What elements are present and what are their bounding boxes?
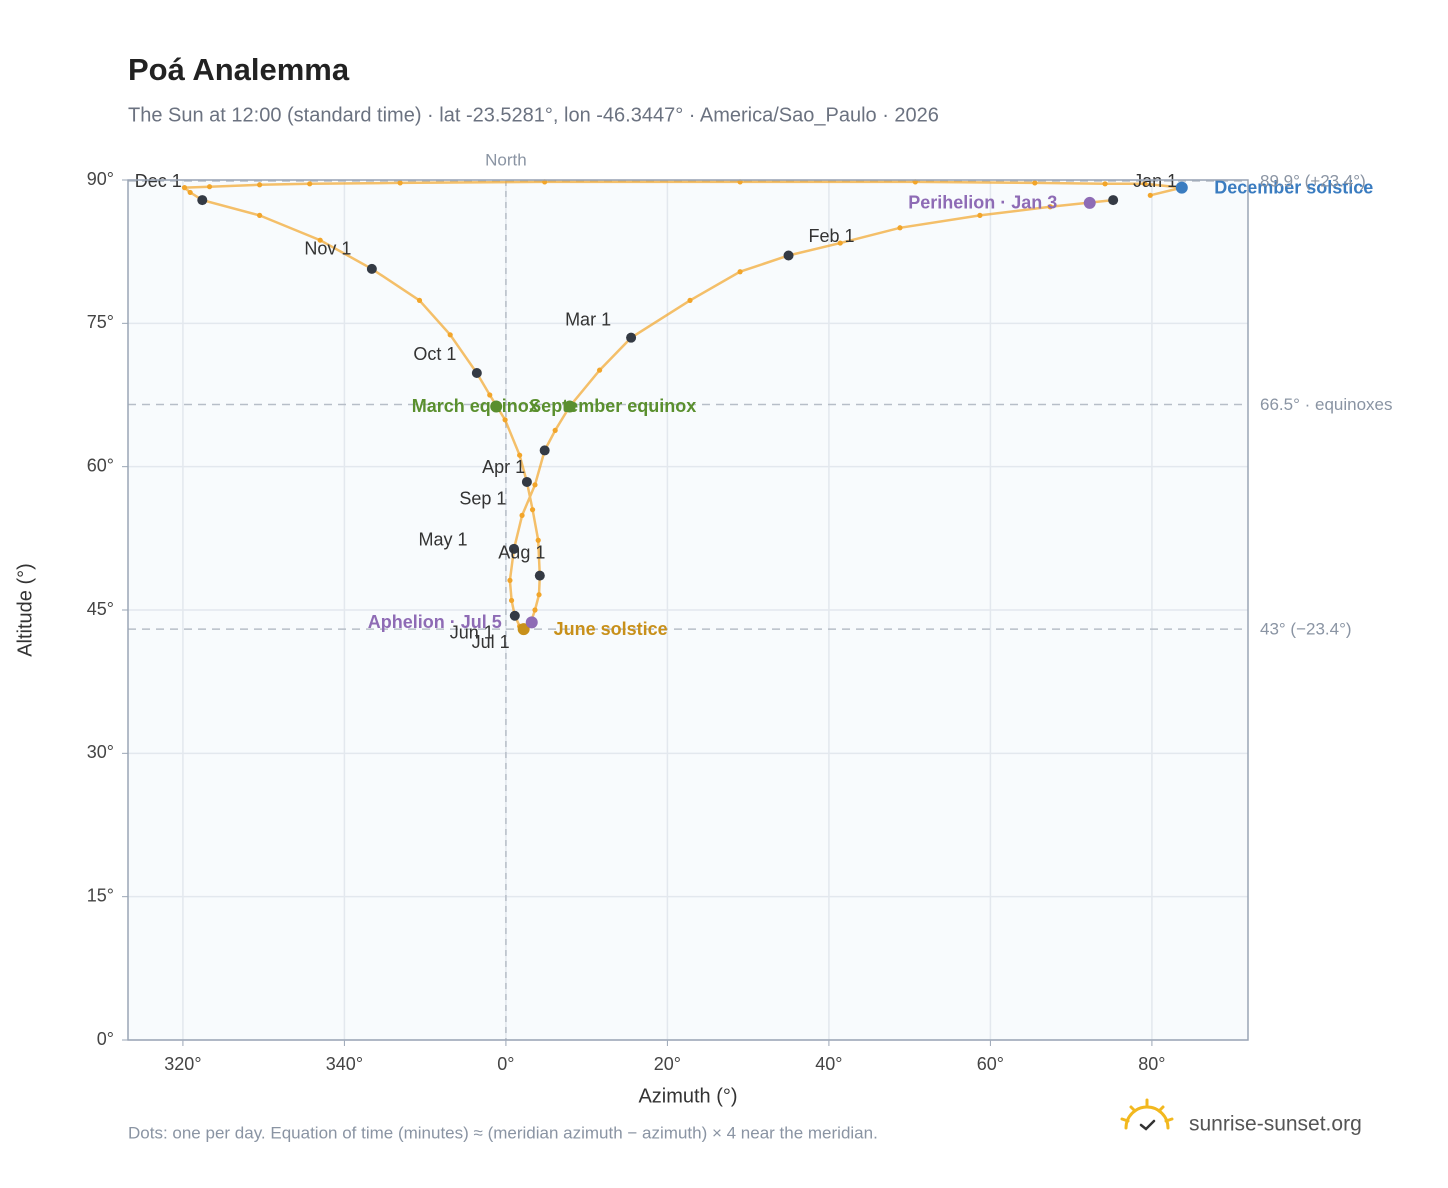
day-dot bbox=[502, 417, 508, 423]
day-dot bbox=[897, 225, 903, 231]
month-label: Mar 1 bbox=[565, 309, 611, 329]
month-label: Sep 1 bbox=[459, 489, 506, 509]
month-label: Jun 1 bbox=[450, 622, 494, 642]
month-marker bbox=[521, 476, 532, 487]
y-tick-label: 45° bbox=[87, 599, 114, 619]
month-marker bbox=[539, 445, 550, 456]
day-dot bbox=[487, 392, 493, 398]
y-tick-label: 0° bbox=[97, 1029, 114, 1049]
x-tick-label: 320° bbox=[164, 1054, 201, 1074]
brand-logo bbox=[1120, 1098, 1174, 1131]
month-marker bbox=[508, 543, 519, 554]
event-label: September equinox bbox=[529, 396, 696, 416]
month-label: Jul 1 bbox=[472, 632, 510, 652]
x-tick-label: 340° bbox=[326, 1054, 363, 1074]
day-dot bbox=[206, 184, 213, 190]
day-dot bbox=[317, 237, 323, 243]
y-tick-label: 90° bbox=[87, 169, 114, 189]
month-marker bbox=[471, 368, 482, 379]
month-label: Oct 1 bbox=[413, 344, 456, 364]
day-dot bbox=[507, 577, 513, 583]
event-label: March equinox bbox=[412, 396, 539, 416]
x-tick-label: 60° bbox=[977, 1054, 1004, 1074]
day-dot bbox=[529, 507, 536, 513]
chart-title: Poá Analemma bbox=[128, 52, 350, 87]
day-dot bbox=[535, 537, 541, 543]
day-dot bbox=[737, 269, 743, 275]
reference-label: 66.5° · equinoxes bbox=[1260, 395, 1393, 414]
day-dot bbox=[397, 180, 403, 186]
y-axis-label: Altitude (°) bbox=[14, 563, 36, 657]
day-dot bbox=[1147, 192, 1153, 198]
event-label: Perihelion · Jan 3 bbox=[908, 193, 1057, 213]
reference-label: 89.9° (+23.4°) bbox=[1260, 171, 1366, 190]
day-dot bbox=[181, 185, 188, 191]
day-dot bbox=[552, 427, 558, 433]
footnote: Dots: one per day. Equation of time (min… bbox=[128, 1123, 878, 1142]
y-tick-label: 15° bbox=[87, 885, 114, 905]
day-dot bbox=[416, 297, 423, 303]
event-label: Aphelion · Jul 5 bbox=[368, 612, 502, 632]
day-dot bbox=[532, 482, 538, 488]
day-dot bbox=[596, 367, 603, 373]
event-marker bbox=[563, 400, 576, 413]
y-tick-label: 30° bbox=[87, 742, 114, 762]
event-marker bbox=[490, 400, 503, 413]
day-dot bbox=[536, 592, 542, 598]
brand-name: sunrise-sunset.org bbox=[1189, 1113, 1362, 1136]
month-label: May 1 bbox=[418, 530, 467, 550]
month-label: Feb 1 bbox=[809, 226, 855, 246]
day-dot bbox=[508, 597, 515, 604]
day-dot bbox=[257, 182, 263, 188]
day-dot bbox=[837, 240, 843, 246]
day-dot bbox=[1142, 181, 1148, 187]
x-tick-label: 20° bbox=[654, 1054, 681, 1074]
month-marker bbox=[509, 610, 520, 621]
month-label: Nov 1 bbox=[304, 239, 351, 259]
chart-subtitle: The Sun at 12:00 (standard time) · lat -… bbox=[128, 104, 939, 126]
plot-frame bbox=[127, 179, 1249, 1041]
month-marker bbox=[783, 250, 794, 261]
month-marker bbox=[1108, 195, 1119, 206]
x-tick-label: 80° bbox=[1138, 1054, 1165, 1074]
analemma-path bbox=[181, 180, 1183, 631]
x-tick-label: 40° bbox=[815, 1054, 842, 1074]
month-marker bbox=[534, 570, 545, 581]
day-dot bbox=[517, 452, 523, 458]
month-marker bbox=[626, 332, 637, 343]
month-label: Apr 1 bbox=[482, 457, 525, 477]
x-axis-label: Azimuth (°) bbox=[638, 1085, 737, 1107]
day-dot bbox=[977, 212, 983, 218]
event-marker bbox=[525, 616, 538, 629]
reference-label: 43° (−23.4°) bbox=[1260, 620, 1352, 639]
event-marker bbox=[1175, 181, 1188, 194]
day-dot bbox=[447, 332, 453, 338]
event-label: June solstice bbox=[554, 619, 668, 639]
day-dot bbox=[187, 189, 193, 196]
day-dot bbox=[532, 607, 538, 613]
y-tick-label: 75° bbox=[87, 312, 114, 332]
day-dot bbox=[687, 297, 693, 303]
day-dot bbox=[1047, 204, 1053, 210]
month-marker bbox=[366, 263, 377, 274]
event-marker bbox=[517, 623, 530, 636]
y-tick-label: 60° bbox=[87, 455, 114, 475]
event-marker bbox=[1083, 196, 1096, 209]
x-tick-label: 0° bbox=[497, 1054, 514, 1074]
event-label: December solstice bbox=[1214, 177, 1373, 197]
month-label: Aug 1 bbox=[498, 542, 545, 562]
day-dot bbox=[307, 181, 313, 187]
month-marker bbox=[197, 195, 208, 206]
meridian-label: North bbox=[485, 150, 527, 169]
month-label: Dec 1 bbox=[135, 171, 182, 191]
day-dot bbox=[257, 212, 263, 218]
day-dot bbox=[1102, 181, 1108, 187]
day-dot bbox=[1032, 180, 1038, 186]
month-label: Jan 1 bbox=[1133, 171, 1177, 191]
day-dot bbox=[519, 512, 525, 519]
